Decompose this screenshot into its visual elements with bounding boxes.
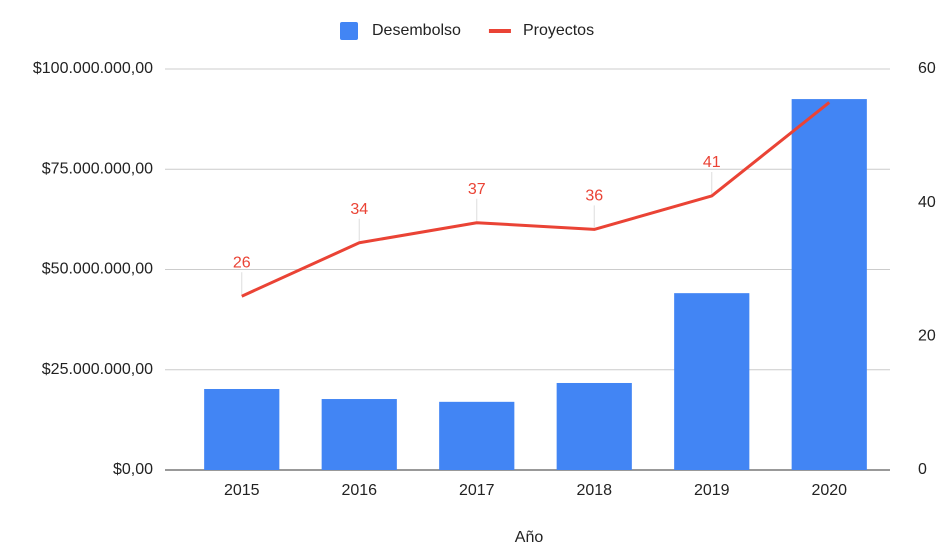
bar [439,401,515,470]
x-tick-label: 2016 [341,482,377,499]
bar [321,399,397,470]
y-tick-label: $25.000.000,00 [42,361,153,378]
data-label: 37 [468,181,486,198]
data-label: 41 [703,154,721,171]
data-label: 26 [233,254,251,271]
legend-label: Desembolso [372,22,461,39]
y2-tick-label: 40 [918,194,936,211]
y2-tick-label: 20 [918,328,936,345]
y2-tick-label: 60 [918,60,936,77]
x-tick-label: 2020 [811,482,847,499]
legend-label: Proyectos [523,22,594,39]
data-label: 36 [585,188,603,205]
data-label: 34 [350,201,368,218]
x-tick-label: 2015 [224,482,260,499]
line [241,101,831,298]
y-tick-label: $100.000.000,00 [33,60,153,77]
legend-swatch [340,22,358,40]
x-tick-label: 2018 [576,482,612,499]
bar [204,388,280,470]
y-tick-label: $0,00 [113,461,153,478]
x-tick-label: 2019 [694,482,730,499]
bar [556,382,632,470]
bar [674,293,750,470]
x-tick-label: 2017 [459,482,495,499]
y2-tick-label: 0 [918,461,927,478]
y-tick-label: $50.000.000,00 [42,261,153,278]
y-tick-label: $75.000.000,00 [42,160,153,177]
x-axis-title: Año [515,529,544,545]
bar [791,99,867,470]
